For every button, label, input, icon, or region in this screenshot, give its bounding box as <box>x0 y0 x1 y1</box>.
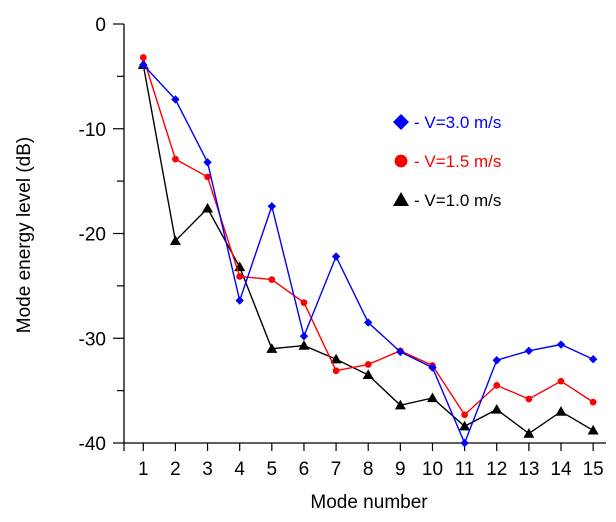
data-point <box>364 318 373 327</box>
data-point <box>556 340 566 349</box>
y-axis-title: Mode energy level (dB) <box>14 137 35 333</box>
data-point <box>587 424 599 435</box>
data-point <box>331 252 341 261</box>
y-tick-label: -10 <box>79 120 106 141</box>
x-axis-title: Mode number <box>310 492 428 513</box>
x-tick-label: 4 <box>234 459 245 480</box>
data-point <box>589 398 597 406</box>
series-3 <box>137 59 599 438</box>
x-tick-label: 1 <box>138 459 149 480</box>
x-tick-label: 10 <box>422 459 443 480</box>
data-point <box>523 428 535 438</box>
data-point <box>300 299 308 306</box>
data-point <box>169 235 181 245</box>
data-point <box>461 411 468 419</box>
series-layer <box>137 54 599 448</box>
data-point <box>267 202 277 211</box>
x-tick-label: 9 <box>395 459 406 480</box>
x-tick-label: 5 <box>267 459 278 480</box>
y-tick-label: -30 <box>79 329 106 350</box>
data-point <box>362 369 374 380</box>
data-point <box>330 353 342 364</box>
y-tick-label: -40 <box>79 434 106 455</box>
data-point <box>524 346 534 356</box>
legend-marker <box>393 192 409 206</box>
data-point <box>332 367 340 375</box>
series-2 <box>139 54 597 419</box>
legend: - V=3.0 m/s - V=1.5 m/s - V=1.0 m/s <box>393 113 501 210</box>
data-point <box>268 276 276 283</box>
data-point <box>525 395 533 403</box>
legend-label: - V=1.5 m/s <box>414 152 501 171</box>
data-point <box>394 399 406 410</box>
data-point <box>460 438 469 448</box>
data-point <box>236 273 244 280</box>
data-point <box>299 331 309 341</box>
x-tick-label: 7 <box>331 459 342 480</box>
data-point <box>298 340 310 350</box>
legend-label: - V=1.0 m/s <box>414 191 501 210</box>
data-point <box>491 403 503 414</box>
data-point <box>396 347 405 357</box>
series-1 <box>139 60 598 448</box>
data-point <box>235 296 244 305</box>
data-point <box>139 60 148 70</box>
x-tick-label: 2 <box>170 459 181 480</box>
legend-marker <box>393 114 409 130</box>
data-point <box>588 355 598 364</box>
x-tick-label: 15 <box>583 459 604 480</box>
x-tick-label: 11 <box>455 459 475 480</box>
series-line <box>142 64 594 445</box>
x-tick-label: 14 <box>550 459 572 480</box>
data-point <box>202 202 214 213</box>
data-point <box>266 343 278 353</box>
legend-label: - V=3.0 m/s <box>414 113 501 132</box>
data-point <box>428 363 437 372</box>
y-tick-label: 0 <box>95 15 106 36</box>
data-point <box>459 420 471 431</box>
data-point <box>139 54 147 61</box>
data-point <box>364 361 372 368</box>
x-tick-label: 3 <box>202 459 213 480</box>
data-point <box>555 406 567 416</box>
y-tick-label: -20 <box>79 225 106 246</box>
legend-marker <box>394 154 408 168</box>
data-point <box>204 173 211 181</box>
x-tick-label: 8 <box>363 459 374 480</box>
x-tick-label: 13 <box>518 459 539 480</box>
data-point <box>493 382 501 389</box>
data-point <box>171 95 180 104</box>
data-point <box>203 158 212 167</box>
x-tick-label: 6 <box>299 459 310 480</box>
data-point <box>557 377 565 385</box>
data-point <box>172 155 179 163</box>
data-point <box>492 356 501 365</box>
data-point <box>426 392 438 403</box>
axes-layer: 0-10-20-30-401 2 3 4 5 6 7 8 9 10 11 12 13 14 15 <box>79 15 606 480</box>
x-tick-label: 12 <box>486 459 507 480</box>
